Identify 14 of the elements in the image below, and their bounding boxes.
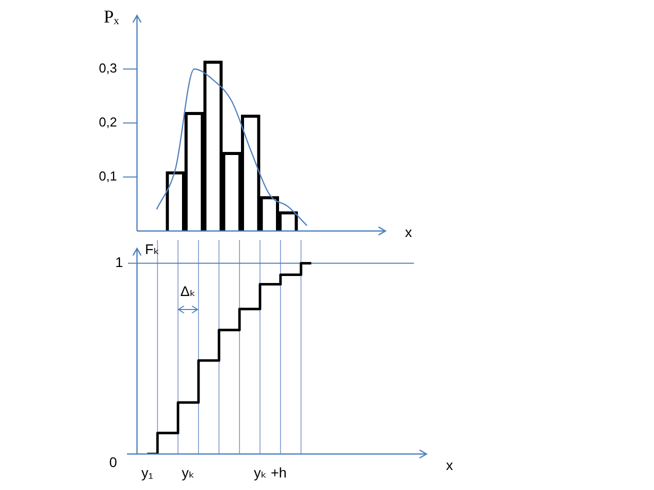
x-axis-title: x <box>405 224 412 240</box>
line-series <box>156 68 308 226</box>
y-tick-label: 0,3 <box>98 60 117 76</box>
text: 0 <box>109 454 118 470</box>
x-axis-title: x <box>446 456 453 473</box>
annotation: Δₖ <box>180 282 196 299</box>
y-axis-title: Fₖ <box>145 240 160 257</box>
text: 1 <box>115 254 124 270</box>
y-tick-label: 0,1 <box>98 168 117 184</box>
y-tick-label: 0,2 <box>98 114 117 130</box>
x-tick-label: yₖ +h <box>254 464 287 480</box>
x-tick-label: yₖ <box>182 464 195 480</box>
x-tick-label: y₁ <box>141 464 154 480</box>
y-axis-title: Pₓ <box>104 6 120 27</box>
